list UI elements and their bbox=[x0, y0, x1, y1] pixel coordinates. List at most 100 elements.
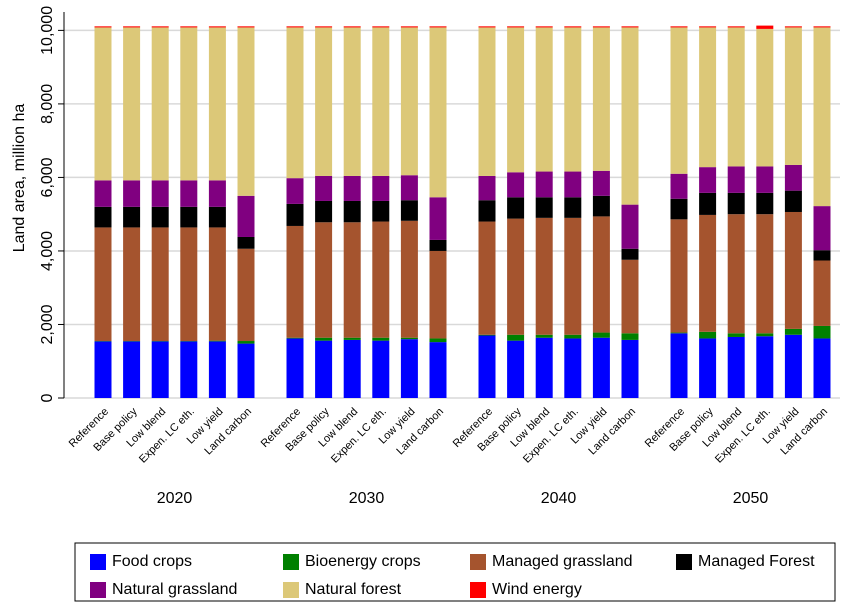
bar-segment bbox=[727, 333, 745, 337]
bar-segment bbox=[621, 204, 639, 249]
bar-segment bbox=[123, 227, 141, 342]
bar-segment bbox=[621, 26, 639, 28]
bar-segment bbox=[400, 339, 418, 398]
bar-segment bbox=[784, 164, 802, 191]
bar-segment bbox=[813, 250, 831, 261]
bar-segment bbox=[564, 26, 582, 28]
bar-segment bbox=[400, 200, 418, 221]
bar-segment bbox=[784, 328, 802, 335]
bar-segment bbox=[670, 26, 688, 28]
bar-segment bbox=[315, 200, 333, 223]
legend-swatch bbox=[90, 554, 106, 570]
bar-segment bbox=[535, 171, 553, 198]
bar-segment bbox=[237, 341, 255, 344]
bar-segment bbox=[208, 180, 226, 207]
bar-segment bbox=[564, 338, 582, 398]
bar-segment bbox=[400, 175, 418, 201]
bar-segment bbox=[670, 27, 688, 174]
bar-segment bbox=[372, 175, 390, 201]
legend-label: Wind energy bbox=[492, 581, 582, 598]
bar-segment bbox=[592, 195, 610, 217]
bar-segment bbox=[564, 27, 582, 172]
bar-segment bbox=[315, 175, 333, 201]
bar-segment bbox=[180, 206, 198, 228]
bar-segment bbox=[592, 27, 610, 171]
bar-segment bbox=[727, 26, 745, 28]
y-tick-label: 4,000 bbox=[39, 231, 56, 271]
y-tick-label: 2,000 bbox=[39, 304, 56, 344]
group-label: 2050 bbox=[733, 490, 769, 507]
bar-segment bbox=[286, 27, 304, 179]
bar-segment bbox=[151, 26, 169, 28]
bar-segment bbox=[372, 26, 390, 28]
bar-segment bbox=[343, 26, 361, 28]
bar-segment bbox=[94, 341, 112, 398]
bar-segment bbox=[756, 25, 774, 29]
bar-segment bbox=[756, 333, 774, 337]
bar-segment bbox=[592, 26, 610, 28]
bar-segment bbox=[478, 334, 496, 336]
bar-segment bbox=[315, 26, 333, 28]
group-label: 2040 bbox=[541, 490, 577, 507]
bar-segment bbox=[535, 217, 553, 335]
bar-segment bbox=[507, 334, 525, 341]
bar-segment bbox=[507, 197, 525, 219]
bar-segment bbox=[564, 197, 582, 218]
bar-segment bbox=[621, 333, 639, 340]
bar-segment bbox=[478, 335, 496, 398]
bar-segment bbox=[180, 180, 198, 207]
bar-segment bbox=[151, 206, 169, 228]
bar-segment bbox=[507, 27, 525, 173]
legend-swatch bbox=[470, 582, 486, 598]
y-tick-label: 8,000 bbox=[39, 84, 56, 124]
y-tick-label: 10,000 bbox=[39, 6, 56, 55]
bar-segment bbox=[621, 259, 639, 334]
bar-segment bbox=[756, 192, 774, 215]
group-label: 2020 bbox=[157, 490, 193, 507]
bar-segment bbox=[727, 336, 745, 398]
bar-segment bbox=[592, 216, 610, 333]
bar-segment bbox=[699, 331, 717, 339]
bar-segment bbox=[237, 27, 255, 196]
legend-label: Managed Forest bbox=[698, 553, 815, 570]
bar-segment bbox=[784, 27, 802, 165]
legend-label: Natural forest bbox=[305, 581, 402, 598]
legend-swatch bbox=[283, 554, 299, 570]
bar-segment bbox=[429, 338, 447, 343]
bar-segment bbox=[592, 332, 610, 338]
bar-segment bbox=[94, 180, 112, 207]
bar-segment bbox=[535, 26, 553, 28]
bar-segment bbox=[286, 203, 304, 226]
legend-swatch bbox=[676, 554, 692, 570]
legend-label: Natural grassland bbox=[112, 581, 237, 598]
bar-segment bbox=[94, 206, 112, 228]
y-tick-label: 6,000 bbox=[39, 157, 56, 197]
bar-segment bbox=[621, 27, 639, 205]
bar-segment bbox=[429, 26, 447, 28]
bar-segment bbox=[208, 206, 226, 228]
legend-swatch bbox=[470, 554, 486, 570]
bar-segment bbox=[699, 26, 717, 28]
bar-segment bbox=[670, 332, 688, 334]
bar-segment bbox=[699, 338, 717, 398]
bar-segment bbox=[535, 337, 553, 398]
bar-segment bbox=[727, 192, 745, 215]
bar-segment bbox=[343, 222, 361, 338]
bar-segment bbox=[315, 337, 333, 341]
bar-segment bbox=[592, 170, 610, 196]
bar-segment bbox=[478, 27, 496, 176]
legend-label: Bioenergy crops bbox=[305, 553, 421, 570]
bar-segment bbox=[813, 260, 831, 326]
bar-segment bbox=[756, 166, 774, 193]
bar-segment bbox=[372, 27, 390, 176]
bar-segment bbox=[670, 198, 688, 220]
bar-segment bbox=[478, 26, 496, 28]
bar-segment bbox=[699, 214, 717, 332]
bar-segment bbox=[343, 337, 361, 340]
bar-segment bbox=[372, 200, 390, 222]
bar-segment bbox=[343, 27, 361, 176]
bar-segment bbox=[123, 341, 141, 398]
bar-segment bbox=[756, 214, 774, 334]
bar-segment bbox=[315, 340, 333, 398]
